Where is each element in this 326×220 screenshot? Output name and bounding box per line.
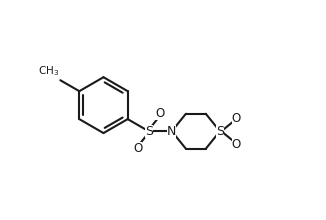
Text: O: O bbox=[133, 143, 142, 156]
Text: O: O bbox=[155, 107, 164, 120]
Text: O: O bbox=[232, 112, 241, 125]
Text: O: O bbox=[232, 138, 241, 151]
Text: S: S bbox=[216, 125, 224, 138]
Text: N: N bbox=[167, 125, 176, 138]
Text: CH$_3$: CH$_3$ bbox=[38, 64, 59, 78]
Text: S: S bbox=[145, 125, 153, 138]
